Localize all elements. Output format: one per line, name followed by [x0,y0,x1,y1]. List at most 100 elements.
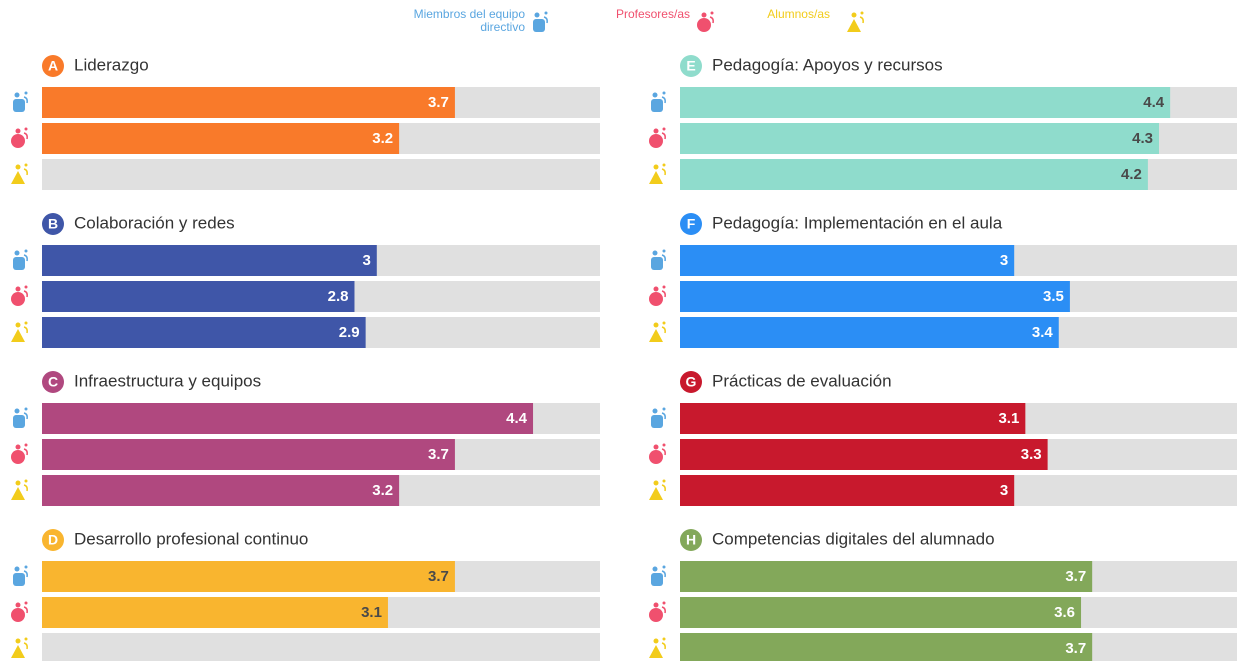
value-label: 4.4 [506,410,528,427]
letter: D [48,532,58,548]
value-label: 3.7 [428,446,449,463]
icon-body [649,645,663,658]
person-icon [649,637,666,658]
icon-dot [662,91,666,95]
icon-dot [662,601,666,605]
icon-body [11,329,25,342]
bar [42,561,455,592]
icon-dot [24,637,28,641]
icon-arc [709,16,714,24]
icon-arc [23,168,28,176]
icon-body [11,292,25,306]
icon-body [651,257,663,270]
icon-head [14,408,20,414]
person-icon [11,127,28,148]
value-label: 3 [362,252,370,269]
icon-head [652,408,658,414]
person-icon [697,11,714,32]
letter: F [687,216,696,232]
icon-head [15,164,21,170]
icon-dot [662,249,666,253]
person-icon [13,407,28,428]
value-label: 2.8 [328,288,349,305]
icon-body [13,415,25,428]
icon-arc [23,570,28,578]
letter: E [686,58,695,74]
icon-arc [661,326,666,334]
icon-dot [24,163,28,167]
icon-body [649,450,663,464]
icon-head [653,164,659,170]
letter: H [686,532,696,548]
bar [680,439,1048,470]
icon-head [653,286,659,292]
person-icon [13,91,28,112]
letter: C [48,374,58,390]
bar [42,475,400,506]
person-icon [651,91,666,112]
person-icon [649,479,666,500]
icon-head [15,286,21,292]
person-icon [651,565,666,586]
panel-title: Pedagogía: Apoyos y recursos [712,55,943,74]
bar [680,245,1015,276]
icon-body [11,608,25,622]
icon-head [534,12,540,18]
legend-label: Profesores/as [615,7,690,21]
icon-body [13,99,25,112]
person-icon [11,285,28,306]
letter: G [686,374,697,390]
icon-body [533,19,545,32]
person-icon [11,163,28,184]
person-icon [13,565,28,586]
icon-dot [662,407,666,411]
value-label: 3.2 [372,130,393,147]
icon-arc [661,484,666,492]
letter-badge [680,55,702,77]
bar [680,475,1015,506]
icon-head [653,322,659,328]
icon-body [651,415,663,428]
icon-body [11,171,25,184]
icon-head [15,480,21,486]
bar [680,281,1070,312]
icon-head [15,128,21,134]
icon-dot [710,11,714,15]
icon-head [851,12,857,18]
icon-body [11,134,25,148]
letter-badge [42,529,64,551]
bar [680,403,1026,434]
icon-body [649,171,663,184]
icon-head [652,566,658,572]
letter: A [48,58,58,74]
bar [42,597,388,628]
bar [42,403,534,434]
icon-body [649,487,663,500]
bar [680,597,1082,628]
icon-dot [662,127,666,131]
person-icon [11,479,28,500]
icon-arc [661,254,666,262]
icon-dot [662,637,666,641]
bar [680,317,1059,348]
icon-dot [662,321,666,325]
icon-arc [23,448,28,456]
person-icon [11,601,28,622]
person-icon [533,11,548,32]
bar [42,281,355,312]
icon-body [649,329,663,342]
bar [42,87,455,118]
icon-arc [661,290,666,298]
bar-track [42,633,600,661]
letter-badge [680,529,702,551]
icon-body [847,19,861,32]
icon-head [14,92,20,98]
icon-body [697,18,711,32]
icon-dot [24,321,28,325]
person-icon [649,601,666,622]
person-icon [649,163,666,184]
icon-dot [24,91,28,95]
icon-head [653,128,659,134]
icon-dot [24,443,28,447]
value-label: 3.7 [1065,640,1086,657]
